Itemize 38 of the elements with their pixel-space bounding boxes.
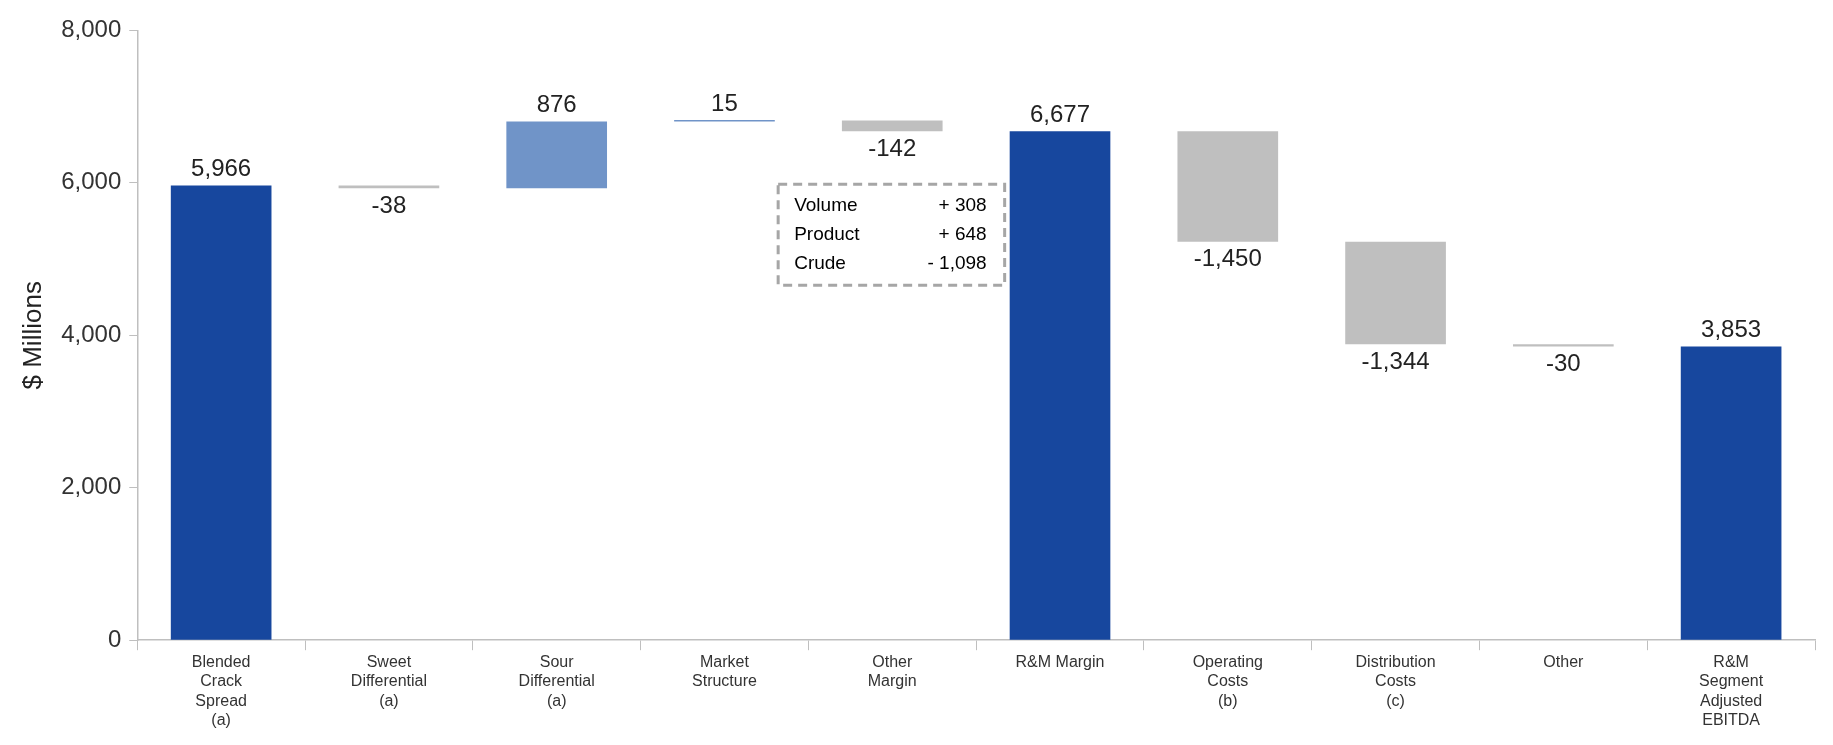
- bar: [841, 120, 943, 132]
- y-tick-label: 4,000: [61, 319, 122, 347]
- bar: [1680, 346, 1782, 640]
- data-label: 15: [711, 89, 738, 117]
- data-label: 6,677: [1029, 99, 1091, 127]
- y-tick-label: 6,000: [61, 167, 122, 195]
- data-label: -38: [371, 190, 407, 218]
- x-tick-label: Other: [1543, 653, 1585, 671]
- text: Volume + 308: [794, 194, 987, 216]
- bar: [506, 121, 608, 189]
- x-tick-label: Sweet Differential (a): [350, 653, 428, 709]
- data-label: -1,344: [1361, 346, 1430, 374]
- x-tick-label: Operating Costs (b): [1192, 653, 1263, 709]
- bar: [170, 185, 272, 640]
- y-tick-label: 8,000: [61, 15, 122, 43]
- bar: [338, 185, 440, 189]
- bar: [1513, 344, 1614, 347]
- bar: [1177, 131, 1279, 242]
- x-tick-label: Sour Differential (a): [518, 653, 595, 709]
- text: Crude - 1,098: [794, 252, 987, 274]
- y-tick-label: 2,000: [61, 472, 122, 500]
- bar: [1009, 131, 1111, 640]
- text: Product + 648: [794, 223, 987, 245]
- x-tick-label: Blended Crack Spread (a): [191, 653, 251, 728]
- bar: [1345, 241, 1446, 345]
- x-tick-label: R&M Margin: [1015, 653, 1105, 671]
- data-label: -30: [1545, 349, 1581, 377]
- data-label: 876: [536, 90, 577, 118]
- y-tick-label: 0: [107, 624, 122, 652]
- data-label: 3,853: [1701, 315, 1762, 343]
- data-label: 5,966: [191, 154, 252, 182]
- x-tick-label: Other Margin: [867, 653, 917, 690]
- x-tick-label: R&M Segment Adjusted EBITDA: [1699, 653, 1764, 728]
- y-axis-title: $ Millions: [16, 281, 47, 390]
- x-tick-label: Distribution Costs (c): [1355, 653, 1436, 709]
- x-tick-label: Market Structure: [692, 653, 758, 690]
- data-label: -1,450: [1193, 244, 1262, 272]
- data-label: -142: [868, 133, 917, 161]
